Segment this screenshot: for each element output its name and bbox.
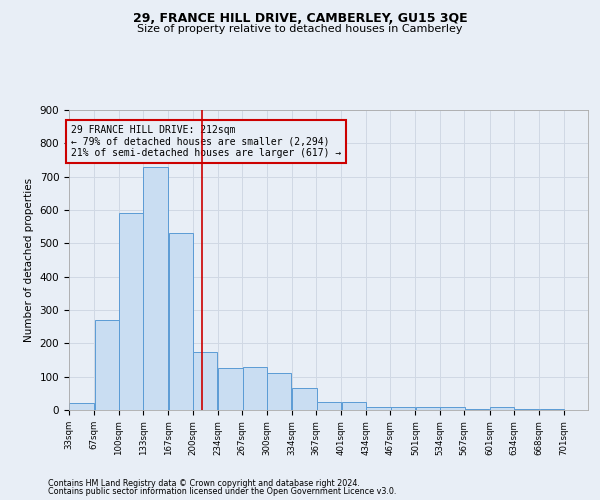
Bar xyxy=(366,406,391,410)
Bar xyxy=(119,214,143,410)
Bar xyxy=(342,402,366,410)
Bar xyxy=(317,402,341,410)
Bar xyxy=(416,408,440,410)
Bar xyxy=(143,166,168,410)
Bar xyxy=(490,408,514,410)
Bar xyxy=(267,374,292,410)
Y-axis label: Number of detached properties: Number of detached properties xyxy=(24,178,34,342)
Bar xyxy=(391,408,415,410)
Text: Size of property relative to detached houses in Camberley: Size of property relative to detached ho… xyxy=(137,24,463,34)
Bar xyxy=(440,408,465,410)
Text: Contains HM Land Registry data © Crown copyright and database right 2024.: Contains HM Land Registry data © Crown c… xyxy=(48,478,360,488)
Bar xyxy=(95,320,119,410)
Bar xyxy=(242,366,267,410)
Text: 29, FRANCE HILL DRIVE, CAMBERLEY, GU15 3QE: 29, FRANCE HILL DRIVE, CAMBERLEY, GU15 3… xyxy=(133,12,467,26)
Text: 29 FRANCE HILL DRIVE: 212sqm
← 79% of detached houses are smaller (2,294)
21% of: 29 FRANCE HILL DRIVE: 212sqm ← 79% of de… xyxy=(71,125,341,158)
Bar xyxy=(70,404,94,410)
Bar xyxy=(218,368,242,410)
Bar xyxy=(193,352,217,410)
Bar xyxy=(169,234,193,410)
Text: Contains public sector information licensed under the Open Government Licence v3: Contains public sector information licen… xyxy=(48,487,397,496)
Bar xyxy=(292,388,317,410)
